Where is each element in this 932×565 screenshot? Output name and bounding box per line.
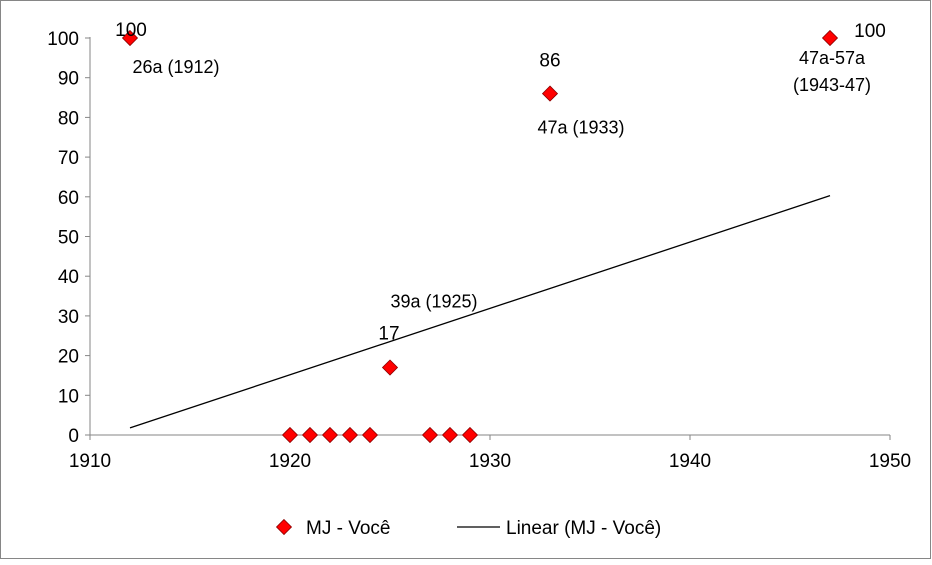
data-label: 17: [378, 324, 399, 345]
x-tick-label: 1940: [669, 451, 711, 472]
data-point: [361, 426, 379, 444]
trendline: [129, 194, 831, 429]
x-tick-label: 1930: [469, 451, 511, 472]
data-label: 86: [539, 51, 560, 72]
x-tick-label: 1950: [869, 451, 911, 472]
data-label: 100: [115, 20, 147, 41]
legend-marker-diamond: [275, 518, 293, 536]
data-label: 100: [854, 21, 886, 42]
data-point: [341, 426, 359, 444]
annotation-label: (1943-47): [793, 75, 871, 95]
x-tick-label: 1920: [269, 451, 311, 472]
y-tick-label: 20: [58, 347, 79, 368]
data-point: [301, 426, 319, 444]
data-point: [321, 426, 339, 444]
annotation-label: 47a-57a: [799, 48, 866, 68]
y-tick-label: 50: [58, 228, 79, 249]
y-tick-label: 0: [68, 426, 79, 447]
legend-label-trendline: Linear (MJ - Você): [506, 518, 661, 539]
legend: MJ - Você Linear (MJ - Você): [275, 518, 661, 539]
y-tick-label: 100: [47, 29, 79, 50]
data-point: [441, 426, 459, 444]
data-point: [381, 359, 399, 376]
y-tick-label: 30: [58, 307, 79, 328]
data-labels: 100 17 86 100 26a (1912) 39a (1925) 47a (1933)…: [115, 20, 886, 345]
y-tick-label: 40: [58, 267, 79, 288]
y-tick-label: 90: [58, 69, 79, 90]
data-point: [281, 426, 299, 444]
y-tick-label: 10: [58, 386, 79, 407]
annotation-label: 26a (1912): [132, 57, 219, 77]
data-points: [121, 29, 839, 444]
axes: 0 10 20 30 40 50 60 70 80 90 100 1910 1920 1930 1940 19…: [47, 29, 911, 472]
data-point: [541, 85, 559, 102]
data-point: [421, 426, 439, 444]
trendline-layer: [129, 194, 831, 429]
data-point: [821, 29, 839, 47]
annotation-label: 39a (1925): [390, 292, 477, 312]
y-tick-label: 60: [58, 188, 79, 209]
y-tick-label: 70: [58, 148, 79, 169]
legend-label-series: MJ - Você: [306, 518, 390, 539]
data-point: [461, 426, 479, 444]
y-tick-label: 80: [58, 108, 79, 129]
data-point: [121, 29, 139, 47]
annotation-label: 47a (1933): [537, 118, 624, 138]
x-tick-label: 1910: [69, 451, 111, 472]
